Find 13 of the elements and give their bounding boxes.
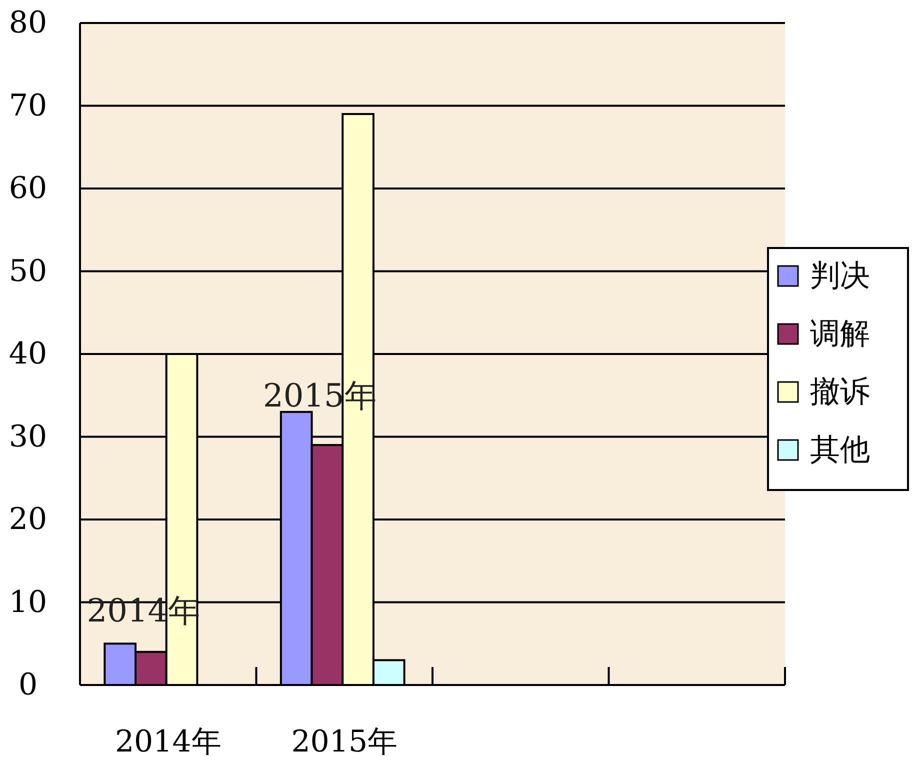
- y-tick-label: 30: [8, 419, 48, 454]
- legend-label: 其他: [810, 432, 870, 468]
- y-tick-label: 70: [8, 88, 48, 124]
- legend-label: 判决: [810, 258, 870, 294]
- y-tick-label: 40: [8, 336, 48, 372]
- y-tick-label: 50: [8, 254, 48, 289]
- legend-label: 撤诉: [810, 374, 870, 410]
- y-tick-label: 60: [8, 171, 48, 206]
- y-tick-label: 0: [18, 668, 38, 702]
- legend-label: 调解: [810, 316, 870, 352]
- y-tick-label: 80: [8, 6, 48, 40]
- y-tick-label: 10: [8, 584, 48, 620]
- y-tick-label: 20: [8, 502, 48, 537]
